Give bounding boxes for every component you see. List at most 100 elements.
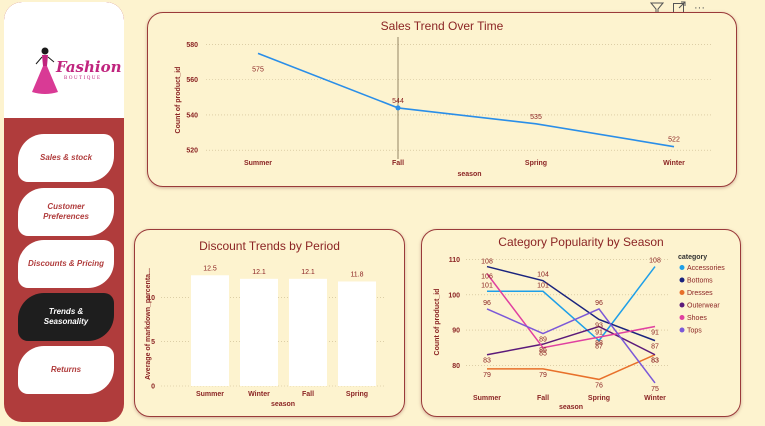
data-label: 93 xyxy=(595,322,603,329)
y-tick-label: 110 xyxy=(449,257,460,264)
y-tick-label: 520 xyxy=(186,148,198,155)
series-line xyxy=(487,354,656,381)
boutique-logo-icon xyxy=(32,47,58,94)
bar xyxy=(191,275,229,386)
nav-returns[interactable]: Returns xyxy=(18,346,114,394)
data-label: 96 xyxy=(483,300,491,307)
brand-name: Fashion xyxy=(56,58,122,76)
series-line xyxy=(486,273,656,349)
logo-area: Fashion BOUTIQUE xyxy=(4,2,124,118)
y-tick-label: 80 xyxy=(452,363,460,370)
nav-customer-preferences[interactable]: Customer Preferences xyxy=(18,188,114,236)
series-line xyxy=(486,265,656,342)
legend-marker xyxy=(679,277,685,283)
data-label: 75 xyxy=(651,386,659,393)
y-axis-title: Average of markdown_percenta... xyxy=(145,268,152,380)
legend-item: Bottoms xyxy=(687,278,713,285)
discount-trends-chart: 0 5 10 12.5 Summer 12.1 Winter 12.1 Fall 11.8 Spri… xyxy=(145,265,385,408)
sales-trend-title: Sales Trend Over Time xyxy=(380,19,504,33)
x-tick-label: Fall xyxy=(537,395,549,402)
y-axis-title: Count of product_id xyxy=(434,289,441,356)
x-tick-label: Spring xyxy=(346,391,368,398)
discount-trends-title: Discount Trends by Period xyxy=(199,239,340,253)
y-tick-label: 580 xyxy=(186,42,198,49)
sales-trend-line xyxy=(257,52,675,148)
y-tick-label: 5 xyxy=(151,339,155,346)
legend-item: Dresses xyxy=(687,290,713,297)
bar xyxy=(338,281,376,386)
y-tick-label: 560 xyxy=(186,77,198,84)
data-label: 87 xyxy=(595,344,603,351)
sidebar: Fashion BOUTIQUE Sales & stock Customer … xyxy=(4,2,124,422)
data-label: 12.5 xyxy=(203,265,217,272)
legend-item: Shoes xyxy=(687,315,707,322)
data-label: 522 xyxy=(668,137,680,144)
x-tick-label: Spring xyxy=(588,395,610,402)
data-label: 12.1 xyxy=(301,269,315,276)
data-label: 83 xyxy=(651,358,659,365)
x-tick-label: Fall xyxy=(302,391,314,398)
data-label: 79 xyxy=(483,372,491,379)
y-tick-label: 10 xyxy=(147,295,155,302)
x-axis-title: season xyxy=(271,401,295,408)
data-label: 12.1 xyxy=(252,269,266,276)
y-axis-title: Count of product_id xyxy=(175,67,182,134)
category-popularity-title: Category Popularity by Season xyxy=(498,235,664,249)
sales-trend-card: Sales Trend Over Time 520 540 560 580 575 Sum… xyxy=(147,12,737,187)
legend-marker xyxy=(679,265,685,270)
legend-item: Outerwear xyxy=(687,303,720,310)
data-label: 108 xyxy=(649,258,661,265)
data-label: 79 xyxy=(539,372,547,379)
data-label: 88 xyxy=(595,340,603,347)
more-options-button[interactable]: ··· xyxy=(694,2,705,14)
bar xyxy=(240,278,278,386)
x-tick-label: Fall xyxy=(392,160,404,167)
nav-discounts-pricing[interactable]: Discounts & Pricing xyxy=(18,240,114,288)
legend-item: Tops xyxy=(687,328,702,335)
category-popularity-chart: 80 90 100 110 101 101 87 108 108 104 93 87 79 79 76 83 8… xyxy=(434,254,725,411)
data-label: 91 xyxy=(651,330,659,337)
data-label: 86 xyxy=(539,347,547,354)
x-tick-label: Summer xyxy=(244,160,272,167)
data-label: 104 xyxy=(537,272,549,279)
legend-title: category xyxy=(678,254,707,261)
data-point xyxy=(395,105,401,111)
discount-trends-card: Discount Trends by Period 0 5 10 12.5 Summer… xyxy=(134,229,405,417)
data-label: 89 xyxy=(539,337,547,344)
sales-trend-chart: 520 540 560 580 575 Summer 544 Fall 535 Spring 522… xyxy=(175,37,713,178)
y-tick-label: 540 xyxy=(186,112,198,119)
legend-marker xyxy=(679,315,685,320)
data-label: 106 xyxy=(481,274,493,281)
legend-item: Accessories xyxy=(687,265,725,272)
legend-marker xyxy=(679,327,685,333)
data-label: 101 xyxy=(537,282,549,289)
x-tick-label: Winter xyxy=(248,391,270,398)
series-line xyxy=(486,307,656,384)
bar xyxy=(289,278,327,386)
y-tick-label: 90 xyxy=(452,328,460,335)
data-label: 544 xyxy=(392,98,404,105)
data-label: 575 xyxy=(252,66,264,73)
legend-marker xyxy=(679,290,685,295)
data-label: 83 xyxy=(483,358,491,365)
data-label: 87 xyxy=(651,344,659,351)
x-tick-label: Summer xyxy=(196,391,224,398)
data-label: 96 xyxy=(595,300,603,307)
series-line xyxy=(486,325,656,356)
nav-sales-stock[interactable]: Sales & stock xyxy=(18,134,114,182)
legend-marker xyxy=(679,302,685,308)
data-label: 101 xyxy=(481,282,493,289)
nav-trends-seasonality[interactable]: Trends & Seasonality xyxy=(18,293,114,341)
data-label: 76 xyxy=(595,382,603,389)
data-label: 85 xyxy=(539,351,547,358)
category-popularity-card: Category Popularity by Season 80 90 100 110… xyxy=(421,229,741,417)
x-tick-label: Winter xyxy=(663,160,685,167)
data-label: 108 xyxy=(481,259,493,266)
x-tick-label: Winter xyxy=(644,395,666,402)
x-tick-label: Spring xyxy=(525,160,547,167)
y-tick-label: 0 xyxy=(151,384,155,391)
data-label: 83 xyxy=(651,358,659,365)
y-tick-label: 100 xyxy=(448,292,460,299)
brand-subtitle: BOUTIQUE xyxy=(64,76,102,81)
x-axis-title: season xyxy=(457,171,481,178)
